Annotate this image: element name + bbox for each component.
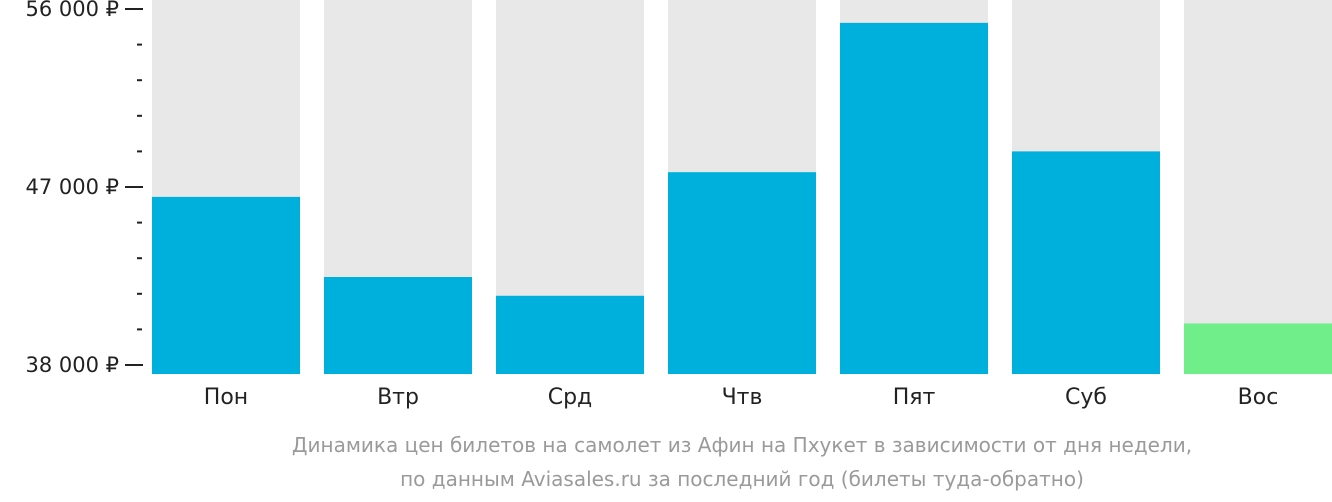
y-tick-label: 47 000 ₽ [25, 175, 119, 199]
bar [152, 196, 300, 374]
bar [1012, 151, 1160, 374]
bar [1184, 323, 1332, 374]
x-tick-label: Втр [377, 385, 419, 410]
bar [668, 172, 816, 374]
x-tick-label: Пят [893, 385, 936, 410]
chart-caption-line-1: Динамика цен билетов на самолет из Афин … [291, 433, 1193, 457]
x-tick-label: Чтв [722, 385, 763, 410]
bar [496, 295, 644, 374]
y-tick-label: 38 000 ₽ [25, 353, 119, 377]
bar [840, 22, 988, 374]
bar [324, 276, 472, 374]
x-axis: Пон Втр Срд Чтв Пят Суб Вос [204, 385, 1279, 410]
x-tick-label: Пон [204, 385, 248, 410]
x-tick-label: Вос [1238, 385, 1279, 410]
bars [152, 22, 1332, 374]
y-axis: 56 000 ₽ 47 000 ₽ 38 000 ₽ [25, 0, 143, 377]
y-tick-label: 56 000 ₽ [25, 0, 119, 21]
x-tick-label: Срд [548, 385, 593, 410]
chart-caption-line-2: по данным Aviasales.ru за последний год … [400, 467, 1084, 491]
price-by-weekday-chart: 56 000 ₽ 47 000 ₽ 38 000 ₽ Пон Втр Срд Чтв Пят… [25, 0, 1332, 410]
bar-track [1184, 0, 1332, 374]
x-tick-label: Суб [1065, 385, 1107, 410]
